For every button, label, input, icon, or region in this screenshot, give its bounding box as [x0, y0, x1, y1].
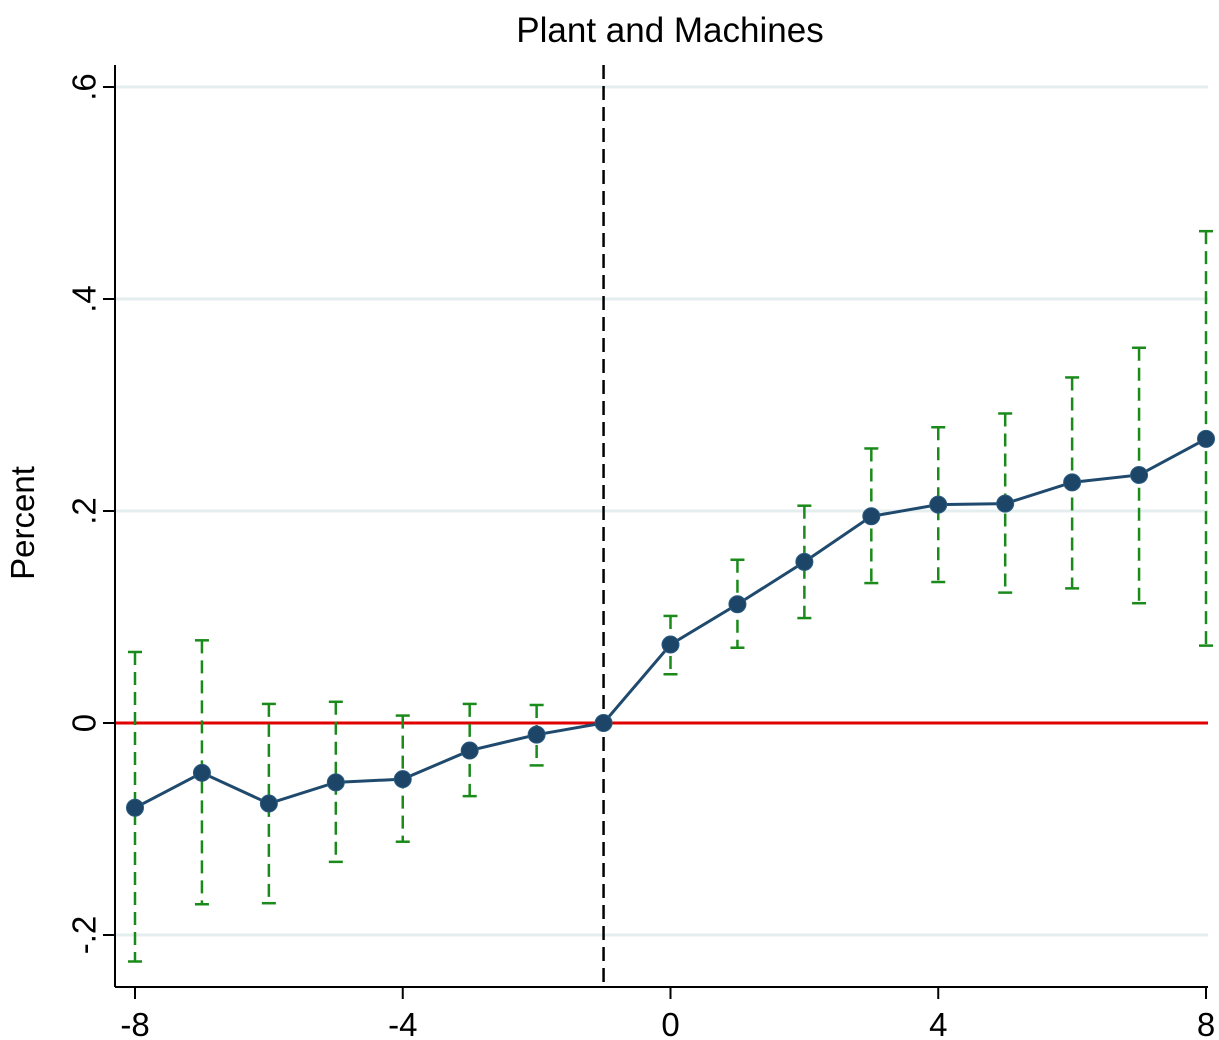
x-tick-label: 8 [1197, 1006, 1215, 1040]
data-point [728, 595, 747, 614]
y-tick-label: .6 [66, 73, 103, 101]
x-tick-label: 4 [929, 1006, 947, 1040]
data-point [393, 770, 412, 789]
y-tick-label: .4 [66, 285, 103, 313]
data-point [527, 725, 546, 744]
data-point [795, 552, 814, 571]
x-tick-label: -8 [120, 1006, 149, 1040]
x-tick-label: -4 [388, 1006, 417, 1040]
data-point [259, 794, 278, 813]
y-tick-label: .2 [66, 497, 103, 525]
data-point [126, 798, 144, 817]
y-axis-label: Percent [4, 466, 41, 580]
data-point [1197, 429, 1215, 448]
axes: -.2 0 .2 .4 .6 -8 -4 0 4 8 [66, 65, 1215, 1040]
x-tick-label: 0 [661, 1006, 679, 1040]
y-tick-label: -.2 [66, 916, 103, 955]
data-points [126, 429, 1215, 817]
reference-lines [115, 65, 1208, 987]
confidence-intervals [128, 229, 1213, 963]
data-point [326, 773, 345, 792]
data-point [1130, 465, 1149, 484]
data-point [460, 741, 479, 760]
grid-lines [115, 85, 1208, 937]
data-point [661, 635, 680, 654]
chart-title: Plant and Machines [516, 11, 823, 50]
y-tick-label: 0 [66, 714, 103, 732]
data-point [996, 494, 1015, 513]
data-point [862, 507, 881, 526]
data-point [929, 495, 948, 514]
data-point [594, 714, 613, 732]
data-point [1063, 473, 1082, 492]
data-point [192, 763, 211, 782]
